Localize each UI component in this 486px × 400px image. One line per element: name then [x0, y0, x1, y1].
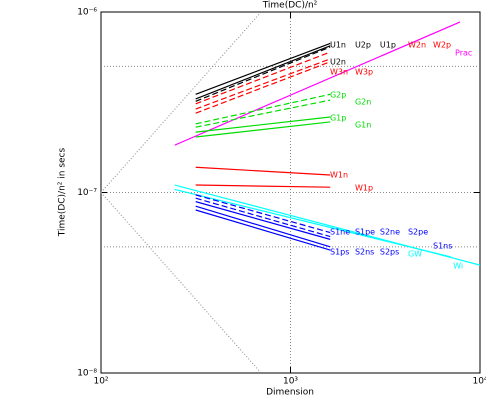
- series-line: [195, 99, 331, 128]
- y-axis-label: Time(DC)/n² in secs: [58, 147, 68, 237]
- y-tick-label: 10⁻⁸: [77, 369, 97, 379]
- series-line: [195, 166, 331, 176]
- x-tick-label: 10⁴: [472, 377, 486, 387]
- series-line: [195, 46, 331, 102]
- series-line: [195, 197, 331, 238]
- annotation: W1n: [330, 171, 348, 180]
- annotation: G2n: [355, 98, 371, 107]
- series-line: [195, 42, 331, 95]
- annotation: Wi: [453, 261, 463, 270]
- series-line: [174, 188, 451, 258]
- annotation: S1ns: [433, 241, 452, 250]
- series-line: [195, 45, 331, 100]
- series-line: [195, 93, 331, 125]
- series-line: [195, 58, 331, 110]
- series-line: [100, 192, 262, 374]
- series-line: [195, 116, 331, 133]
- annotation: U2n: [330, 57, 346, 66]
- y-tick-label: 10⁻⁷: [77, 188, 97, 198]
- annotation: S2ps: [380, 248, 399, 257]
- annotation: U1n: [330, 41, 346, 50]
- annotation: GW: [408, 250, 422, 259]
- series-line: [195, 201, 331, 240]
- annotation: G2p: [330, 90, 346, 99]
- annotation: W2p: [433, 41, 451, 50]
- x-tick-label: 10²: [93, 377, 108, 387]
- annotation: S2ne: [380, 228, 400, 237]
- x-tick-label: 10³: [283, 377, 298, 387]
- series-line: [195, 194, 331, 234]
- annotation: S1ps: [330, 248, 349, 257]
- annotation: S2pe: [408, 228, 428, 237]
- series-line: [174, 21, 461, 146]
- series-line: [100, 11, 262, 193]
- annotation: U1p: [380, 41, 396, 50]
- series-line: [195, 205, 331, 248]
- annotation: S2ns: [355, 248, 374, 257]
- x-axis-label: Dimension: [266, 388, 314, 398]
- series-line: [195, 209, 331, 251]
- annotation: W3n: [330, 68, 348, 77]
- annotation: W1p: [355, 183, 373, 192]
- annotation: G1p: [330, 113, 346, 122]
- annotation: S1pe: [355, 228, 375, 237]
- series-line: [195, 184, 331, 188]
- annotation: G1n: [355, 120, 371, 129]
- series-line: [195, 61, 331, 114]
- annotation: W2n: [408, 41, 426, 50]
- series-line: [195, 121, 331, 138]
- y-tick-label: 10⁻⁶: [77, 8, 97, 18]
- chart-title: Time(DC)/n²: [262, 1, 318, 11]
- annotation: U2p: [355, 41, 371, 50]
- annotation: S1ne: [330, 228, 350, 237]
- annotation: W3p: [355, 68, 373, 77]
- series-line: [195, 51, 331, 105]
- annotation: Prac: [455, 48, 472, 57]
